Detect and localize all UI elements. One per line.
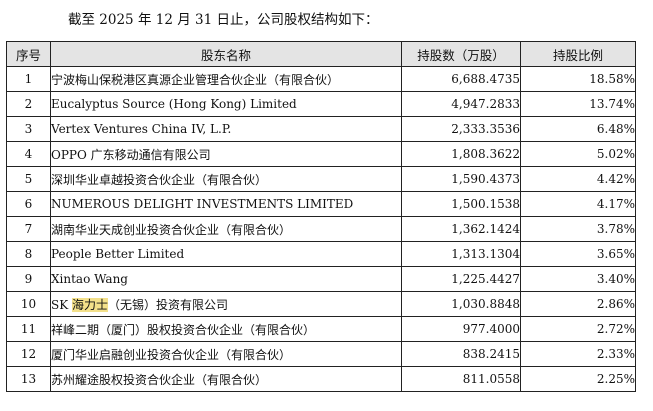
- row-index: 3: [6, 116, 51, 142]
- share-ratio: 2.72%: [520, 316, 636, 342]
- shareholder-name: Eucalyptus Source (Hong Kong) Limited: [50, 91, 402, 117]
- share-count: 838.2415: [401, 341, 521, 367]
- shareholder-name: 深圳华业卓越投资合伙企业（有限合伙）: [50, 166, 402, 192]
- share-ratio: 2.33%: [520, 341, 636, 367]
- table-row: 6 NUMEROUS DELIGHT INVESTMENTS LIMITED 1…: [6, 191, 636, 217]
- table-header-row: 序号 股东名称 持股数（万股） 持股比例: [6, 41, 636, 67]
- header-index: 序号: [6, 41, 51, 67]
- row-index: 4: [6, 141, 51, 167]
- share-ratio: 4.17%: [520, 191, 636, 217]
- share-ratio: 3.40%: [520, 266, 636, 292]
- table-row: 10 SK 海力士（无锡）投资有限公司 1,030.8848 2.86%: [6, 291, 636, 317]
- share-ratio: 6.48%: [520, 116, 636, 142]
- shareholder-name-prefix: SK: [51, 297, 72, 312]
- share-ratio: 3.78%: [520, 216, 636, 242]
- row-index: 11: [6, 316, 51, 342]
- share-count: 1,225.4427: [401, 266, 521, 292]
- shareholder-name: People Better Limited: [50, 241, 402, 267]
- row-index: 12: [6, 341, 51, 367]
- share-count: 1,590.4373: [401, 166, 521, 192]
- shareholder-name: 厦门华业启融创业投资合伙企业（有限合伙）: [50, 341, 402, 367]
- table-row: 5 深圳华业卓越投资合伙企业（有限合伙） 1,590.4373 4.42%: [6, 166, 636, 192]
- row-index: 2: [6, 91, 51, 117]
- share-count: 4,947.2833: [401, 91, 521, 117]
- share-ratio: 2.86%: [520, 291, 636, 317]
- table-row: 3 Vertex Ventures China IV, L.P. 2,333.3…: [6, 116, 636, 142]
- shareholder-name: 宁波梅山保税港区真源企业管理合伙企业（有限合伙）: [50, 66, 402, 92]
- share-ratio: 18.58%: [520, 66, 636, 92]
- table-row: 11 祥峰二期（厦门）股权投资合伙企业（有限合伙） 977.4000 2.72%: [6, 316, 636, 342]
- table-row: 12 厦门华业启融创业投资合伙企业（有限合伙） 838.2415 2.33%: [6, 341, 636, 367]
- header-name: 股东名称: [50, 41, 402, 67]
- header-ratio: 持股比例: [520, 41, 636, 67]
- row-index: 8: [6, 241, 51, 267]
- row-index: 10: [6, 291, 51, 317]
- share-count: 1,313.1304: [401, 241, 521, 267]
- table-row: 9 Xintao Wang 1,225.4427 3.40%: [6, 266, 636, 292]
- row-index: 1: [6, 66, 51, 92]
- share-count: 1,362.1424: [401, 216, 521, 242]
- table-row: 13 苏州耀途股权投资合伙企业（有限合伙） 811.0558 2.25%: [6, 366, 636, 392]
- share-count: 977.4000: [401, 316, 521, 342]
- row-index: 7: [6, 216, 51, 242]
- table-row: 4 OPPO 广东移动通信有限公司 1,808.3622 5.02%: [6, 141, 636, 167]
- highlighted-text: 海力士: [72, 297, 109, 312]
- share-count: 6,688.4735: [401, 66, 521, 92]
- shareholder-name: OPPO 广东移动通信有限公司: [50, 141, 402, 167]
- shareholder-name: 苏州耀途股权投资合伙企业（有限合伙）: [50, 366, 402, 392]
- share-count: 2,333.3536: [401, 116, 521, 142]
- share-ratio: 13.74%: [520, 91, 636, 117]
- share-count: 811.0558: [401, 366, 521, 392]
- share-ratio: 2.25%: [520, 366, 636, 392]
- row-index: 5: [6, 166, 51, 192]
- row-index: 6: [6, 191, 51, 217]
- table-row: 8 People Better Limited 1,313.1304 3.65%: [6, 241, 636, 267]
- shareholder-name-suffix: （无锡）投资有限公司: [108, 297, 229, 312]
- shareholder-name: 祥峰二期（厦门）股权投资合伙企业（有限合伙）: [50, 316, 402, 342]
- shareholder-name: Vertex Ventures China IV, L.P.: [50, 116, 402, 142]
- shareholder-table: 序号 股东名称 持股数（万股） 持股比例 1 宁波梅山保税港区真源企业管理合伙企…: [6, 41, 636, 392]
- header-shares: 持股数（万股）: [401, 41, 521, 67]
- shareholder-name: Xintao Wang: [50, 266, 402, 292]
- share-count: 1,500.1538: [401, 191, 521, 217]
- share-count: 1,808.3622: [401, 141, 521, 167]
- share-ratio: 3.65%: [520, 241, 636, 267]
- share-ratio: 5.02%: [520, 141, 636, 167]
- share-count: 1,030.8848: [401, 291, 521, 317]
- table-row: 2 Eucalyptus Source (Hong Kong) Limited …: [6, 91, 636, 117]
- row-index: 9: [6, 266, 51, 292]
- shareholder-name: NUMEROUS DELIGHT INVESTMENTS LIMITED: [50, 191, 402, 217]
- shareholder-name: SK 海力士（无锡）投资有限公司: [50, 291, 402, 317]
- table-row: 7 湖南华业天成创业投资合伙企业（有限合伙） 1,362.1424 3.78%: [6, 216, 636, 242]
- intro-text: 截至 2025 年 12 月 31 日止，公司股权结构如下：: [68, 12, 379, 28]
- share-ratio: 4.42%: [520, 166, 636, 192]
- shareholder-name: 湖南华业天成创业投资合伙企业（有限合伙）: [50, 216, 402, 242]
- row-index: 13: [6, 366, 51, 392]
- table-row: 1 宁波梅山保税港区真源企业管理合伙企业（有限合伙） 6,688.4735 18…: [6, 66, 636, 92]
